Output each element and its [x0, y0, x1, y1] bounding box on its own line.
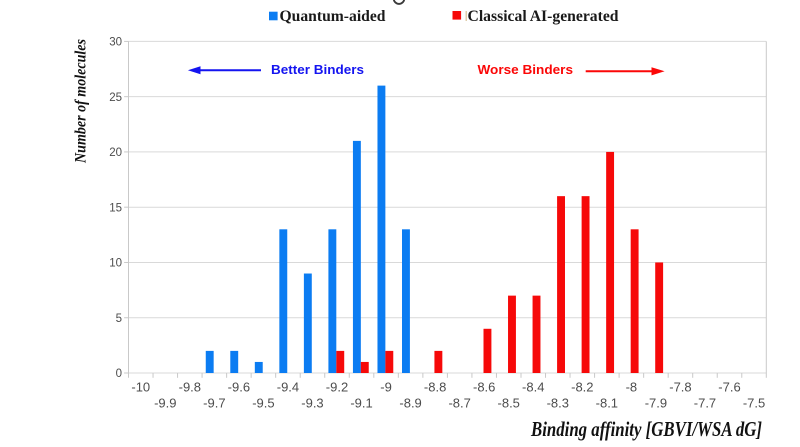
svg-text:-8.2: -8.2 — [571, 379, 593, 394]
svg-text:-7.7: -7.7 — [694, 395, 716, 410]
svg-text:-8.9: -8.9 — [399, 395, 421, 410]
svg-text:-8.4: -8.4 — [522, 379, 544, 394]
svg-text:-8.6: -8.6 — [473, 379, 495, 394]
svg-text:Classical AI-generated: Classical AI-generated — [468, 8, 619, 25]
svg-text:-9: -9 — [380, 379, 392, 394]
svg-text:5: 5 — [116, 313, 122, 325]
svg-text:-9.3: -9.3 — [301, 395, 323, 410]
svg-text:-7.6: -7.6 — [718, 379, 740, 394]
svg-text:-9.7: -9.7 — [203, 395, 225, 410]
svg-text:-8.3: -8.3 — [547, 395, 569, 410]
svg-text:-9.6: -9.6 — [228, 379, 250, 394]
svg-text:Better Binders: Better Binders — [271, 62, 364, 77]
svg-text:-9.1: -9.1 — [350, 395, 372, 410]
svg-text:Number of molecules: Number of molecules — [73, 39, 90, 164]
svg-text:Binding affinity [GBVI/WSA dG]: Binding affinity [GBVI/WSA dG] — [530, 417, 762, 441]
svg-text:-7.5: -7.5 — [743, 395, 765, 410]
svg-text:10: 10 — [109, 258, 122, 270]
svg-text:-7.8: -7.8 — [669, 379, 691, 394]
svg-text:-7.9: -7.9 — [645, 395, 667, 410]
svg-text:-9.4: -9.4 — [277, 379, 299, 394]
svg-text:-10: -10 — [131, 379, 150, 394]
svg-text:-9.5: -9.5 — [252, 395, 274, 410]
svg-text:25: 25 — [109, 92, 122, 104]
svg-text:-9.9: -9.9 — [154, 395, 176, 410]
svg-text:-9.2: -9.2 — [326, 379, 348, 394]
svg-text:-8.1: -8.1 — [596, 395, 618, 410]
svg-text:-9.8: -9.8 — [179, 379, 201, 394]
svg-text:Quantum-aided: Quantum-aided — [280, 8, 386, 25]
svg-text:0: 0 — [116, 368, 122, 380]
svg-text:15: 15 — [109, 202, 122, 214]
svg-text:-8.5: -8.5 — [498, 395, 520, 410]
svg-text:-8.8: -8.8 — [424, 379, 446, 394]
svg-text:20: 20 — [109, 147, 122, 159]
svg-text:30: 30 — [109, 37, 122, 49]
svg-text:-8: -8 — [626, 379, 638, 394]
svg-text:-8.7: -8.7 — [448, 395, 470, 410]
svg-text:Worse Binders: Worse Binders — [478, 62, 574, 77]
